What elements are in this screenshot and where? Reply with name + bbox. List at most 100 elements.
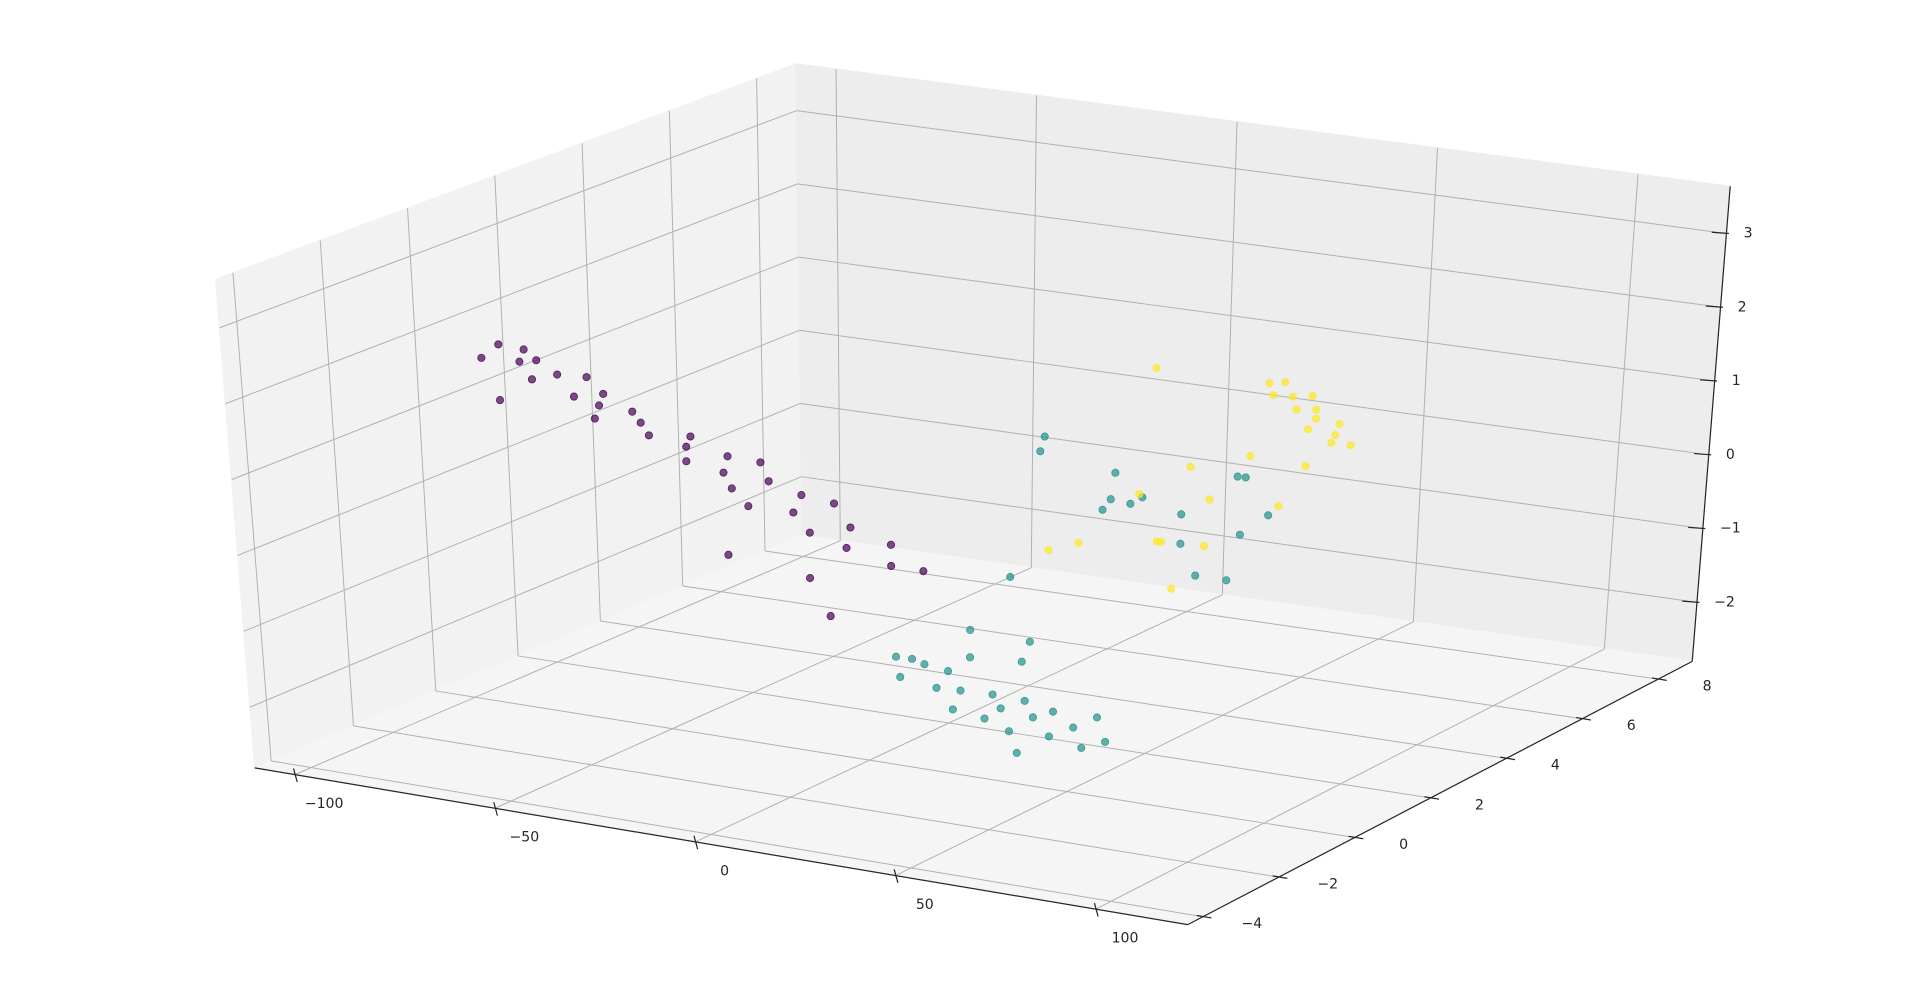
point <box>1186 462 1195 471</box>
point <box>1048 707 1058 716</box>
point <box>553 370 562 379</box>
point <box>569 392 578 401</box>
grid-line <box>668 110 684 586</box>
point <box>1092 713 1102 722</box>
grid-line <box>1603 174 1639 649</box>
point <box>1167 584 1176 593</box>
grid-line <box>494 567 1032 809</box>
point <box>1312 414 1321 423</box>
point <box>1101 737 1110 746</box>
point <box>723 452 732 461</box>
point <box>764 477 773 486</box>
point <box>1335 419 1344 428</box>
point <box>1308 392 1317 401</box>
y-tick-label: 2 <box>1475 797 1484 813</box>
points <box>477 340 1355 757</box>
x-tick-label: 100 <box>1112 931 1139 947</box>
grid-line <box>243 403 801 632</box>
point <box>515 357 524 366</box>
grid-line <box>518 655 1431 799</box>
grid-line <box>895 621 1414 876</box>
point <box>527 375 537 384</box>
point <box>1292 405 1301 414</box>
point <box>719 468 728 477</box>
point <box>1191 571 1200 580</box>
x-axis-line <box>254 767 1188 926</box>
point <box>980 714 989 723</box>
point <box>789 508 798 517</box>
point <box>582 373 591 382</box>
point <box>1281 377 1290 387</box>
x-tick-label: 50 <box>916 897 934 913</box>
point <box>1269 391 1278 400</box>
grid-line <box>1030 95 1037 568</box>
point <box>1077 743 1086 752</box>
y-tick-label: 4 <box>1551 758 1560 774</box>
point <box>1274 502 1283 511</box>
point <box>1301 462 1310 471</box>
point <box>846 523 855 532</box>
point <box>966 625 975 634</box>
grid-line <box>797 183 1721 308</box>
point <box>920 660 929 669</box>
point <box>966 653 975 662</box>
point <box>1288 392 1297 401</box>
point <box>682 457 691 466</box>
point <box>1020 696 1029 705</box>
point <box>1135 489 1144 498</box>
point <box>886 540 896 549</box>
point <box>1312 405 1321 414</box>
point <box>532 356 541 365</box>
point <box>806 574 815 583</box>
point <box>1327 438 1336 447</box>
grid-line <box>581 143 601 621</box>
point <box>996 704 1005 713</box>
grid-line <box>319 240 354 726</box>
x-tick-label: 0 <box>720 863 729 879</box>
grid-line <box>799 329 1709 456</box>
axes: −100 −50 0 50 100 −4 −2 0 2 4 6 8 −2 −1 0 1 2 3 <box>254 186 1753 947</box>
point <box>988 690 997 699</box>
grid-line <box>796 110 1727 234</box>
point <box>1004 727 1014 736</box>
grid-line <box>232 272 272 761</box>
grid-line <box>694 594 1223 843</box>
point <box>682 442 691 451</box>
point <box>1205 495 1214 504</box>
point <box>644 431 653 440</box>
z-tick-label: −1 <box>1720 521 1741 537</box>
point <box>744 502 753 511</box>
point <box>1098 505 1107 514</box>
point <box>932 683 941 692</box>
point <box>887 561 896 570</box>
point <box>1304 425 1313 434</box>
grid-line <box>271 760 1204 918</box>
point <box>594 401 604 410</box>
y-tick-label: −4 <box>1242 916 1263 932</box>
grid-line <box>294 540 841 776</box>
point <box>494 340 503 349</box>
point <box>1028 713 1037 722</box>
point <box>1044 732 1053 741</box>
point <box>1074 538 1083 547</box>
z-axis-line <box>1691 186 1731 662</box>
panes <box>214 62 1731 926</box>
point <box>1040 432 1049 441</box>
x-tick-label: −100 <box>305 796 344 812</box>
grid-line <box>225 183 798 405</box>
point <box>1265 379 1274 388</box>
point <box>944 667 953 676</box>
point <box>1126 499 1135 508</box>
grid-line <box>1412 147 1438 622</box>
point <box>599 389 608 398</box>
point <box>1222 576 1231 585</box>
point <box>907 654 917 663</box>
grid <box>219 69 1727 918</box>
y-axis-line <box>1187 660 1693 926</box>
grid-line <box>682 585 1583 720</box>
point <box>756 458 765 467</box>
grid-line <box>353 725 1279 878</box>
point <box>1241 473 1250 482</box>
z-tick-label: 3 <box>1744 225 1753 241</box>
